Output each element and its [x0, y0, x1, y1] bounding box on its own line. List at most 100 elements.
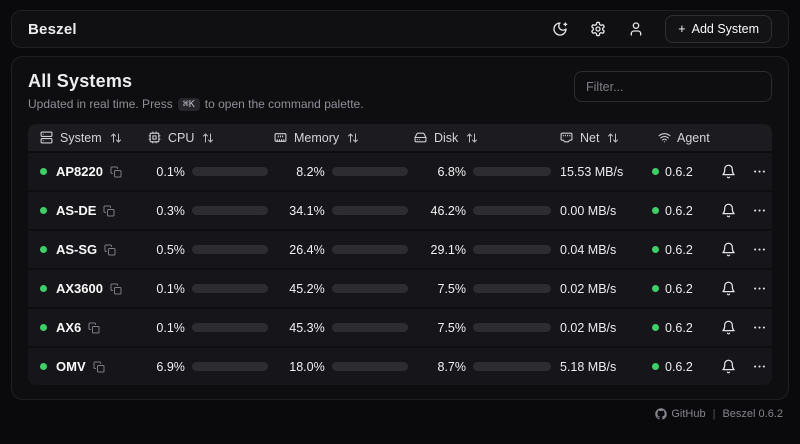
copy-icon[interactable] — [104, 244, 116, 256]
alerts-button[interactable] — [714, 275, 742, 303]
cpu-value: 6.9% — [156, 359, 185, 374]
disk-cell: 29.1% — [408, 243, 554, 257]
cpu-value: 0.1% — [156, 281, 185, 296]
table-row[interactable]: AX3600 0.1% 45.2% 7.5% 0.02 MB/s 0.6.2 — [28, 270, 772, 307]
cpu-meter — [191, 362, 268, 371]
row-menu-button[interactable] — [745, 275, 773, 303]
status-dot — [40, 324, 47, 331]
page-subtitle: Updated in real time. Press ⌘K to open t… — [28, 97, 772, 111]
disk-cell: 7.5% — [408, 282, 554, 296]
copy-icon[interactable] — [110, 166, 122, 178]
column-header-memory[interactable]: Memory — [268, 131, 408, 145]
disk-meter — [473, 362, 551, 371]
alerts-button[interactable] — [714, 353, 742, 381]
column-header-agent[interactable]: Agent — [652, 131, 712, 145]
system-name: AS-SG — [56, 242, 98, 257]
cpu-cell: 0.3% — [142, 204, 268, 218]
agent-cell: 0.6.2 — [652, 360, 712, 374]
system-name: OMV — [56, 359, 86, 374]
memory-value: 8.2% — [296, 164, 325, 179]
memory-cell: 26.4% — [268, 243, 408, 257]
disk-cell: 6.8% — [408, 165, 554, 179]
agent-status-dot — [652, 324, 659, 331]
row-menu-button[interactable] — [745, 158, 773, 186]
theme-toggle-button[interactable] — [545, 14, 575, 44]
table-row[interactable]: AS-SG 0.5% 26.4% 29.1% 0.04 MB/s 0.6.2 — [28, 231, 772, 268]
agent-cell: 0.6.2 — [652, 204, 712, 218]
alerts-button[interactable] — [714, 314, 742, 342]
agent-status-dot — [652, 363, 659, 370]
agent-cell: 0.6.2 — [652, 165, 712, 179]
status-dot — [40, 168, 47, 175]
disk-meter — [473, 323, 551, 332]
net-value: 0.00 MB/s — [560, 203, 617, 218]
settings-button[interactable] — [583, 14, 613, 44]
column-header-cpu[interactable]: CPU — [142, 131, 268, 145]
plus-icon: + — [678, 22, 686, 36]
bell-icon — [721, 242, 736, 257]
version-label: Beszel 0.6.2 — [722, 408, 783, 420]
moon-star-icon — [552, 21, 568, 37]
system-cell: AP8220 — [28, 164, 142, 179]
column-header-net[interactable]: Net — [554, 131, 652, 145]
table-row[interactable]: AP8220 0.1% 8.2% 6.8% 15.53 MB/s 0.6.2 — [28, 153, 772, 190]
table-header-row: System CPU Memory — [28, 124, 772, 151]
memory-icon — [274, 131, 287, 144]
app-logo[interactable]: Beszel — [28, 20, 77, 38]
column-header-system[interactable]: System — [28, 131, 142, 145]
copy-icon[interactable] — [88, 322, 100, 334]
table-row[interactable]: AS-DE 0.3% 34.1% 46.2% 0.00 MB/s 0.6.2 — [28, 192, 772, 229]
copy-icon[interactable] — [110, 283, 122, 295]
memory-meter — [331, 167, 408, 176]
server-icon — [40, 131, 53, 144]
alerts-cell — [712, 236, 744, 264]
actions-cell — [744, 353, 774, 381]
table-row[interactable]: AX6 0.1% 45.3% 7.5% 0.02 MB/s 0.6.2 — [28, 309, 772, 346]
disk-value: 7.5% — [437, 320, 467, 335]
github-link[interactable]: GitHub — [655, 408, 706, 420]
alerts-button[interactable] — [714, 158, 742, 186]
table-row[interactable]: OMV 6.9% 18.0% 8.7% 5.18 MB/s 0.6.2 — [28, 348, 772, 385]
agent-cell: 0.6.2 — [652, 282, 712, 296]
disk-value: 7.5% — [437, 281, 467, 296]
disk-meter — [473, 284, 551, 293]
column-label: Disk — [434, 130, 459, 145]
row-menu-button[interactable] — [745, 197, 773, 225]
column-header-disk[interactable]: Disk — [408, 131, 554, 145]
net-cell: 5.18 MB/s — [554, 360, 652, 374]
memory-value: 26.4% — [289, 242, 325, 257]
cpu-meter — [191, 245, 268, 254]
net-value: 0.02 MB/s — [560, 320, 617, 335]
disk-cell: 7.5% — [408, 321, 554, 335]
row-menu-button[interactable] — [745, 353, 773, 381]
net-cell: 0.02 MB/s — [554, 282, 652, 296]
disk-value: 6.8% — [437, 164, 467, 179]
cpu-cell: 6.9% — [142, 360, 268, 374]
net-cell: 0.00 MB/s — [554, 204, 652, 218]
footer-separator: | — [712, 408, 716, 420]
actions-cell — [744, 158, 774, 186]
alerts-button[interactable] — [714, 197, 742, 225]
filter-input[interactable] — [574, 71, 772, 102]
page-footer: GitHub | Beszel 0.6.2 — [17, 408, 783, 420]
agent-cell: 0.6.2 — [652, 243, 712, 257]
copy-icon[interactable] — [103, 205, 115, 217]
ellipsis-icon — [752, 164, 767, 179]
cpu-cell: 0.5% — [142, 243, 268, 257]
row-menu-button[interactable] — [745, 314, 773, 342]
copy-icon[interactable] — [93, 361, 105, 373]
memory-value: 34.1% — [289, 203, 325, 218]
disk-cell: 46.2% — [408, 204, 554, 218]
row-menu-button[interactable] — [745, 236, 773, 264]
alerts-button[interactable] — [714, 236, 742, 264]
disk-value: 8.7% — [437, 359, 467, 374]
cpu-meter — [191, 206, 268, 215]
cpu-meter — [191, 167, 268, 176]
ellipsis-icon — [752, 320, 767, 335]
sort-icon — [607, 132, 619, 144]
user-menu-button[interactable] — [621, 14, 651, 44]
add-system-button[interactable]: + Add System — [665, 15, 772, 43]
agent-version: 0.6.2 — [665, 242, 693, 257]
memory-cell: 18.0% — [268, 360, 408, 374]
bell-icon — [721, 203, 736, 218]
